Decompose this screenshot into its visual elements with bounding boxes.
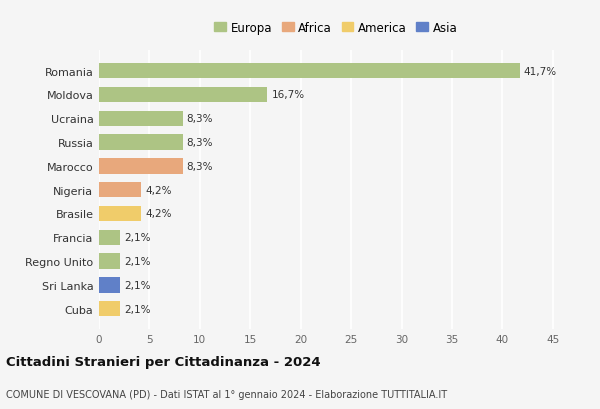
- Bar: [99, 111, 183, 127]
- Bar: [99, 135, 183, 151]
- Text: 2,1%: 2,1%: [124, 233, 151, 243]
- Text: 4,2%: 4,2%: [145, 185, 172, 195]
- Bar: [99, 159, 183, 174]
- Text: 8,3%: 8,3%: [187, 162, 213, 171]
- Bar: [99, 254, 120, 269]
- Bar: [99, 301, 120, 317]
- Text: 2,1%: 2,1%: [124, 304, 151, 314]
- Text: 8,3%: 8,3%: [187, 138, 213, 148]
- Text: Cittadini Stranieri per Cittadinanza - 2024: Cittadini Stranieri per Cittadinanza - 2…: [6, 355, 320, 368]
- Bar: [99, 230, 120, 245]
- Legend: Europa, Africa, America, Asia: Europa, Africa, America, Asia: [211, 18, 461, 38]
- Bar: [99, 277, 120, 293]
- Text: 2,1%: 2,1%: [124, 280, 151, 290]
- Text: 2,1%: 2,1%: [124, 256, 151, 266]
- Text: 4,2%: 4,2%: [145, 209, 172, 219]
- Text: 8,3%: 8,3%: [187, 114, 213, 124]
- Text: 16,7%: 16,7%: [271, 90, 305, 100]
- Bar: [99, 64, 520, 79]
- Bar: [99, 88, 268, 103]
- Text: COMUNE DI VESCOVANA (PD) - Dati ISTAT al 1° gennaio 2024 - Elaborazione TUTTITAL: COMUNE DI VESCOVANA (PD) - Dati ISTAT al…: [6, 389, 447, 399]
- Bar: [99, 182, 142, 198]
- Bar: [99, 206, 142, 222]
- Text: 41,7%: 41,7%: [524, 67, 557, 76]
